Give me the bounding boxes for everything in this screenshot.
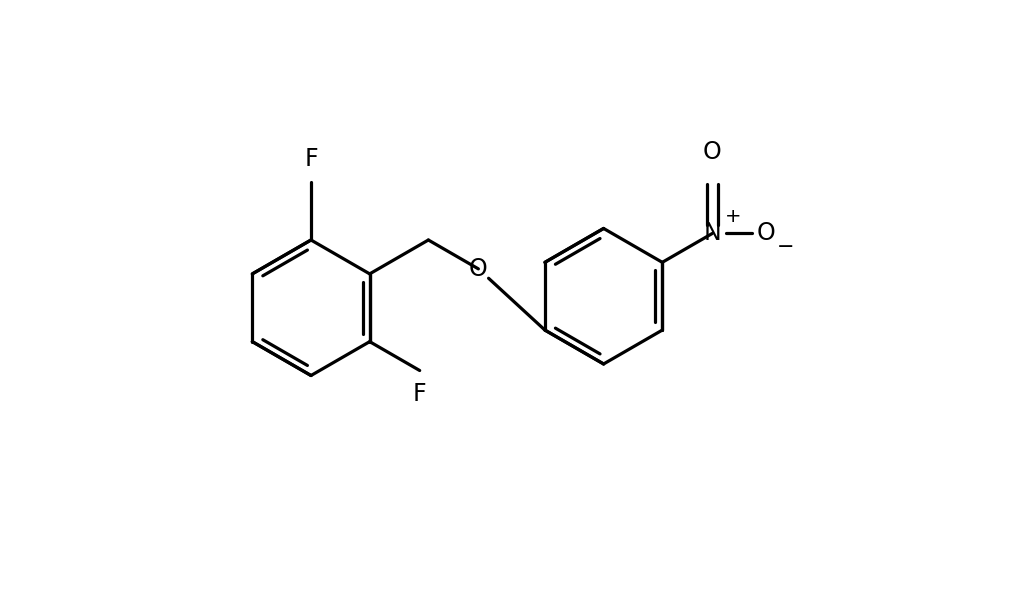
Text: +: + [725,207,741,226]
Text: N: N [703,222,720,246]
Text: O: O [469,257,487,281]
Text: O: O [756,222,774,246]
Text: F: F [413,382,426,406]
Text: O: O [702,140,721,164]
Text: F: F [304,147,318,171]
Text: −: − [775,238,794,257]
